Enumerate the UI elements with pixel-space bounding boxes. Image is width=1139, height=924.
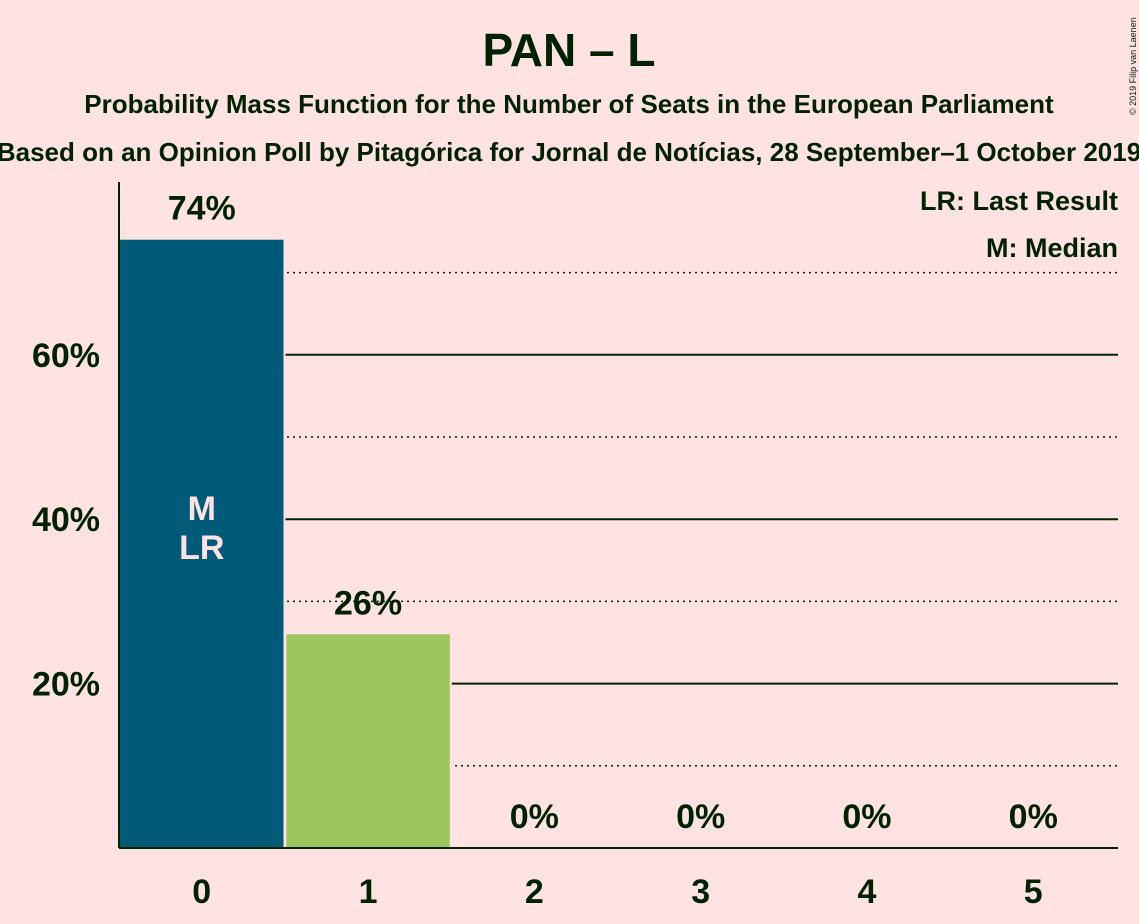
x-tick-label: 2 — [525, 873, 544, 911]
bars — [118, 237, 452, 849]
axes: 20% 40% 60% 0 1 2 3 4 5 — [32, 182, 1118, 911]
chart-title: PAN – L — [483, 24, 656, 76]
bar-labels: 74% 26% 0% 0% 0% 0% MLR — [168, 190, 1058, 836]
y-tick-label: 40% — [32, 501, 100, 539]
x-tick-label: 0 — [192, 873, 211, 911]
x-tick-label: 5 — [1024, 873, 1043, 911]
y-tick-label: 60% — [32, 337, 100, 375]
x-tick-label: 3 — [691, 873, 710, 911]
value-label: 0% — [676, 798, 725, 836]
y-tick-label: 20% — [32, 666, 100, 704]
copyright-text: © 2019 Filip van Laenen — [1128, 17, 1138, 115]
value-label: 0% — [842, 798, 891, 836]
value-label: 74% — [168, 190, 236, 228]
legend-median: M: Median — [986, 233, 1118, 263]
legend-last-result: LR: Last Result — [920, 186, 1118, 216]
bar-seat-0 — [120, 239, 284, 849]
value-label: 0% — [510, 798, 559, 836]
chart-subtitle: Probability Mass Function for the Number… — [84, 89, 1054, 119]
bar-seat-1 — [286, 634, 450, 848]
x-tick-label: 4 — [857, 873, 876, 911]
x-tick-label: 1 — [359, 873, 378, 911]
median-marker: M — [188, 490, 216, 528]
chart-subtitle-source: Based on an Opinion Poll by Pitagórica f… — [0, 137, 1139, 167]
value-label: 26% — [334, 584, 402, 622]
value-label: 0% — [1009, 798, 1058, 836]
last-result-marker: LR — [179, 529, 224, 567]
